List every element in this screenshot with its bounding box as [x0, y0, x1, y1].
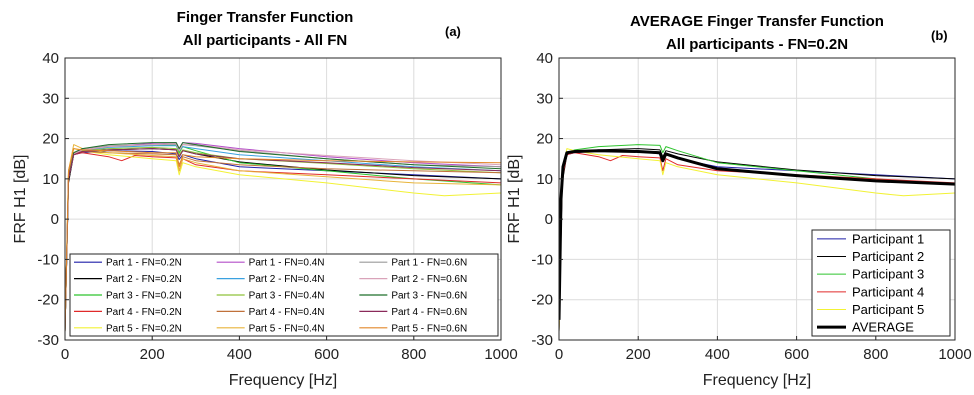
- series-line-13: [65, 148, 501, 332]
- x-tick-label: 1000: [938, 346, 971, 363]
- y-tick-label: 40: [536, 50, 553, 67]
- y-tick-label: 40: [42, 50, 59, 67]
- y-tick-label: -10: [37, 251, 59, 268]
- legend-entry-4: Participant 5: [852, 302, 924, 317]
- y-axis-label: FRF H1 [dB]: [12, 155, 29, 244]
- x-tick-label: 800: [401, 346, 426, 363]
- x-tick-label: 800: [863, 346, 888, 363]
- legend-box: [69, 253, 499, 337]
- y-tick-label: 0: [545, 211, 553, 228]
- legend-entry-10: Part 1 - FN=0.6N: [391, 258, 467, 269]
- legend-entry-9: Part 5 - FN=0.4N: [249, 323, 325, 334]
- y-tick-label: 10: [42, 171, 59, 188]
- x-tick-label: 400: [227, 346, 252, 363]
- x-tick-label: 0: [555, 346, 563, 363]
- chart-subtitle: All participants - All FN: [183, 32, 347, 49]
- legend-entry-0: Participant 1: [852, 231, 924, 246]
- legend-entry-6: Part 2 - FN=0.4N: [249, 274, 325, 285]
- axes-frame: [64, 57, 502, 341]
- series-line-3: [65, 152, 501, 332]
- y-tick-label: -20: [531, 292, 553, 309]
- y-tick-label: -10: [531, 251, 553, 268]
- series-line-11: [65, 142, 501, 332]
- legend-entry-11: Part 2 - FN=0.6N: [391, 274, 467, 285]
- chart-title: Finger Transfer Function: [177, 9, 354, 26]
- x-tick-label: 600: [784, 346, 809, 363]
- legend-entry-2: Part 3 - FN=0.2N: [106, 291, 182, 302]
- x-tick-label: 200: [140, 346, 165, 363]
- series-line-5: [559, 149, 955, 320]
- y-tick-label: 20: [536, 131, 553, 148]
- legend-entry-0: Part 1 - FN=0.2N: [106, 258, 182, 269]
- series-line-14: [65, 148, 501, 332]
- series-line-12: [65, 142, 501, 332]
- chart-panel-0: 0 200 400 600 800 1000 -30 -20 -10 0 10 20 30 40 Frequ…: [12, 9, 518, 389]
- y-axis-label: FRF H1 [dB]: [506, 155, 523, 244]
- y-tick-label: 10: [536, 171, 553, 188]
- x-axis-label: Frequency [Hz]: [703, 372, 811, 389]
- legend-entry-5: Part 1 - FN=0.4N: [249, 258, 325, 269]
- legend-entry-1: Part 2 - FN=0.2N: [106, 274, 182, 285]
- series-group: [65, 142, 501, 332]
- legend-entry-8: Part 4 - FN=0.4N: [249, 307, 325, 318]
- legend-entry-13: Part 4 - FN=0.6N: [391, 307, 467, 318]
- chart-title: AVERAGE Finger Transfer Function: [630, 13, 884, 30]
- legend-entry-7: Part 3 - FN=0.4N: [249, 291, 325, 302]
- axes-frame: [558, 57, 956, 341]
- y-tick-label: -30: [531, 332, 553, 349]
- y-tick-label: 30: [536, 90, 553, 107]
- x-tick-label: 0: [61, 346, 69, 363]
- legend-entry-5: AVERAGE: [852, 320, 914, 335]
- legend-entry-4: Part 5 - FN=0.2N: [106, 323, 182, 334]
- y-tick-label: 0: [51, 211, 59, 228]
- legend-entry-1: Participant 2: [852, 249, 924, 264]
- legend-entry-12: Part 3 - FN=0.6N: [391, 291, 467, 302]
- legend-entry-3: Participant 4: [852, 284, 924, 299]
- y-tick-label: -20: [37, 292, 59, 309]
- legend-box: [811, 229, 951, 337]
- y-tick-label: -30: [37, 332, 59, 349]
- y-tick-label: 30: [42, 90, 59, 107]
- x-tick-label: 1000: [484, 346, 517, 363]
- x-tick-label: 400: [705, 346, 730, 363]
- x-axis-label: Frequency [Hz]: [229, 372, 337, 389]
- series-line-4: [559, 148, 955, 332]
- panel-label: (b): [931, 28, 948, 43]
- x-tick-label: 200: [626, 346, 651, 363]
- chart-panel-1: 0 200 400 600 800 1000 -30 -20 -10 0 10 20 30 40 Frequ…: [506, 13, 972, 389]
- legend-entry-14: Part 5 - FN=0.6N: [391, 323, 467, 334]
- x-tick-label: 600: [314, 346, 339, 363]
- y-tick-label: 20: [42, 131, 59, 148]
- legend-entry-3: Part 4 - FN=0.2N: [106, 307, 182, 318]
- series-group: [559, 144, 955, 332]
- legend-entry-2: Participant 3: [852, 267, 924, 282]
- chart-subtitle: All participants - FN=0.2N: [666, 36, 848, 53]
- panel-label: (a): [445, 24, 461, 39]
- series-line-9: [65, 144, 501, 332]
